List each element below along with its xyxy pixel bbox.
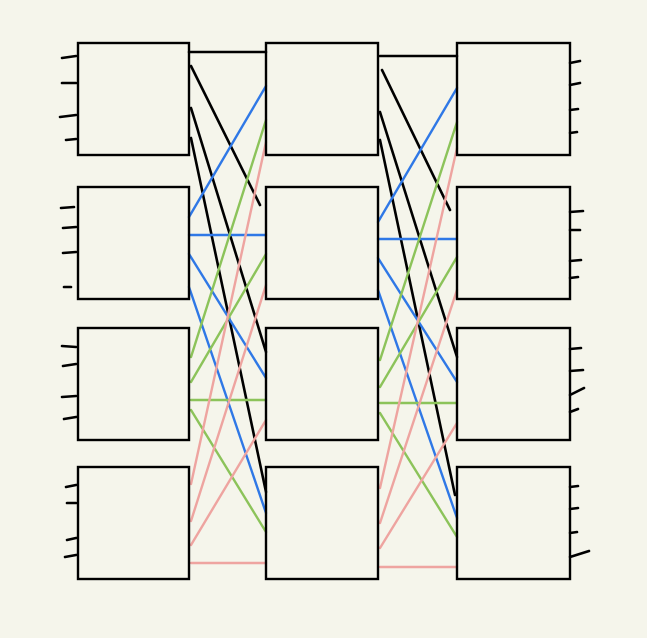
output-port-stub-1 xyxy=(568,59,582,65)
link-pink-15 xyxy=(189,418,268,547)
io-port-stubs xyxy=(58,54,591,559)
output-port-stub-11 xyxy=(568,386,586,397)
output-port-stub-16 xyxy=(568,549,591,559)
output-port-stub-4 xyxy=(568,130,579,135)
link-black-19 xyxy=(378,110,459,359)
input-port-stub-13 xyxy=(64,483,78,489)
output-port-stub-2 xyxy=(568,81,582,87)
link-pink-14 xyxy=(189,283,268,523)
switch-box-stage2-1 xyxy=(264,41,380,157)
interconnect-links xyxy=(187,50,459,569)
switch-boxes xyxy=(76,41,572,581)
switch-box-stage2-3 xyxy=(264,326,380,442)
output-port-stub-15 xyxy=(568,530,579,535)
link-black-3 xyxy=(189,106,268,354)
link-pink-29 xyxy=(378,146,459,490)
switch-box-stage1-2 xyxy=(76,185,191,301)
switch-box-stage1-1 xyxy=(76,41,191,157)
link-pink-31 xyxy=(378,421,459,550)
input-port-stub-12 xyxy=(62,415,78,421)
switch-box-stage1-4 xyxy=(76,465,191,581)
switch-box-stage2-2 xyxy=(264,185,380,301)
switch-box-stage2-4 xyxy=(264,465,380,581)
input-port-stub-1 xyxy=(60,54,78,60)
switch-box-stage3-1 xyxy=(455,41,572,157)
link-black-18 xyxy=(380,68,452,212)
switch-box-stage3-4 xyxy=(455,465,572,581)
output-port-stub-3 xyxy=(568,107,580,112)
output-port-stub-12 xyxy=(568,407,580,414)
input-port-stub-7 xyxy=(61,250,78,255)
input-port-stub-6 xyxy=(61,225,78,230)
input-port-stub-3 xyxy=(58,113,78,119)
link-green-25 xyxy=(378,120,459,362)
input-port-stub-4 xyxy=(64,137,78,142)
input-port-stub-15 xyxy=(65,536,78,542)
input-port-stub-9 xyxy=(60,344,78,349)
link-black-2 xyxy=(189,64,262,207)
input-port-stub-11 xyxy=(60,394,78,399)
input-port-stub-16 xyxy=(63,553,78,559)
switch-box-stage3-2 xyxy=(455,185,572,301)
output-port-stub-14 xyxy=(568,506,580,511)
link-pink-13 xyxy=(189,140,268,486)
link-blue-21 xyxy=(376,86,459,224)
output-port-stub-10 xyxy=(568,368,585,373)
switch-box-stage1-3 xyxy=(76,326,191,442)
input-port-stub-5 xyxy=(59,205,76,210)
output-port-stub-9 xyxy=(568,346,583,351)
link-green-9 xyxy=(189,118,268,359)
input-port-stub-10 xyxy=(61,362,78,368)
link-pink-30 xyxy=(378,288,459,525)
link-blue-5 xyxy=(187,84,268,219)
output-port-stub-5 xyxy=(568,209,585,214)
output-port-stub-13 xyxy=(568,484,580,489)
output-port-stub-8 xyxy=(568,275,580,280)
output-port-stub-7 xyxy=(568,258,583,263)
switch-box-stage3-3 xyxy=(455,326,572,442)
